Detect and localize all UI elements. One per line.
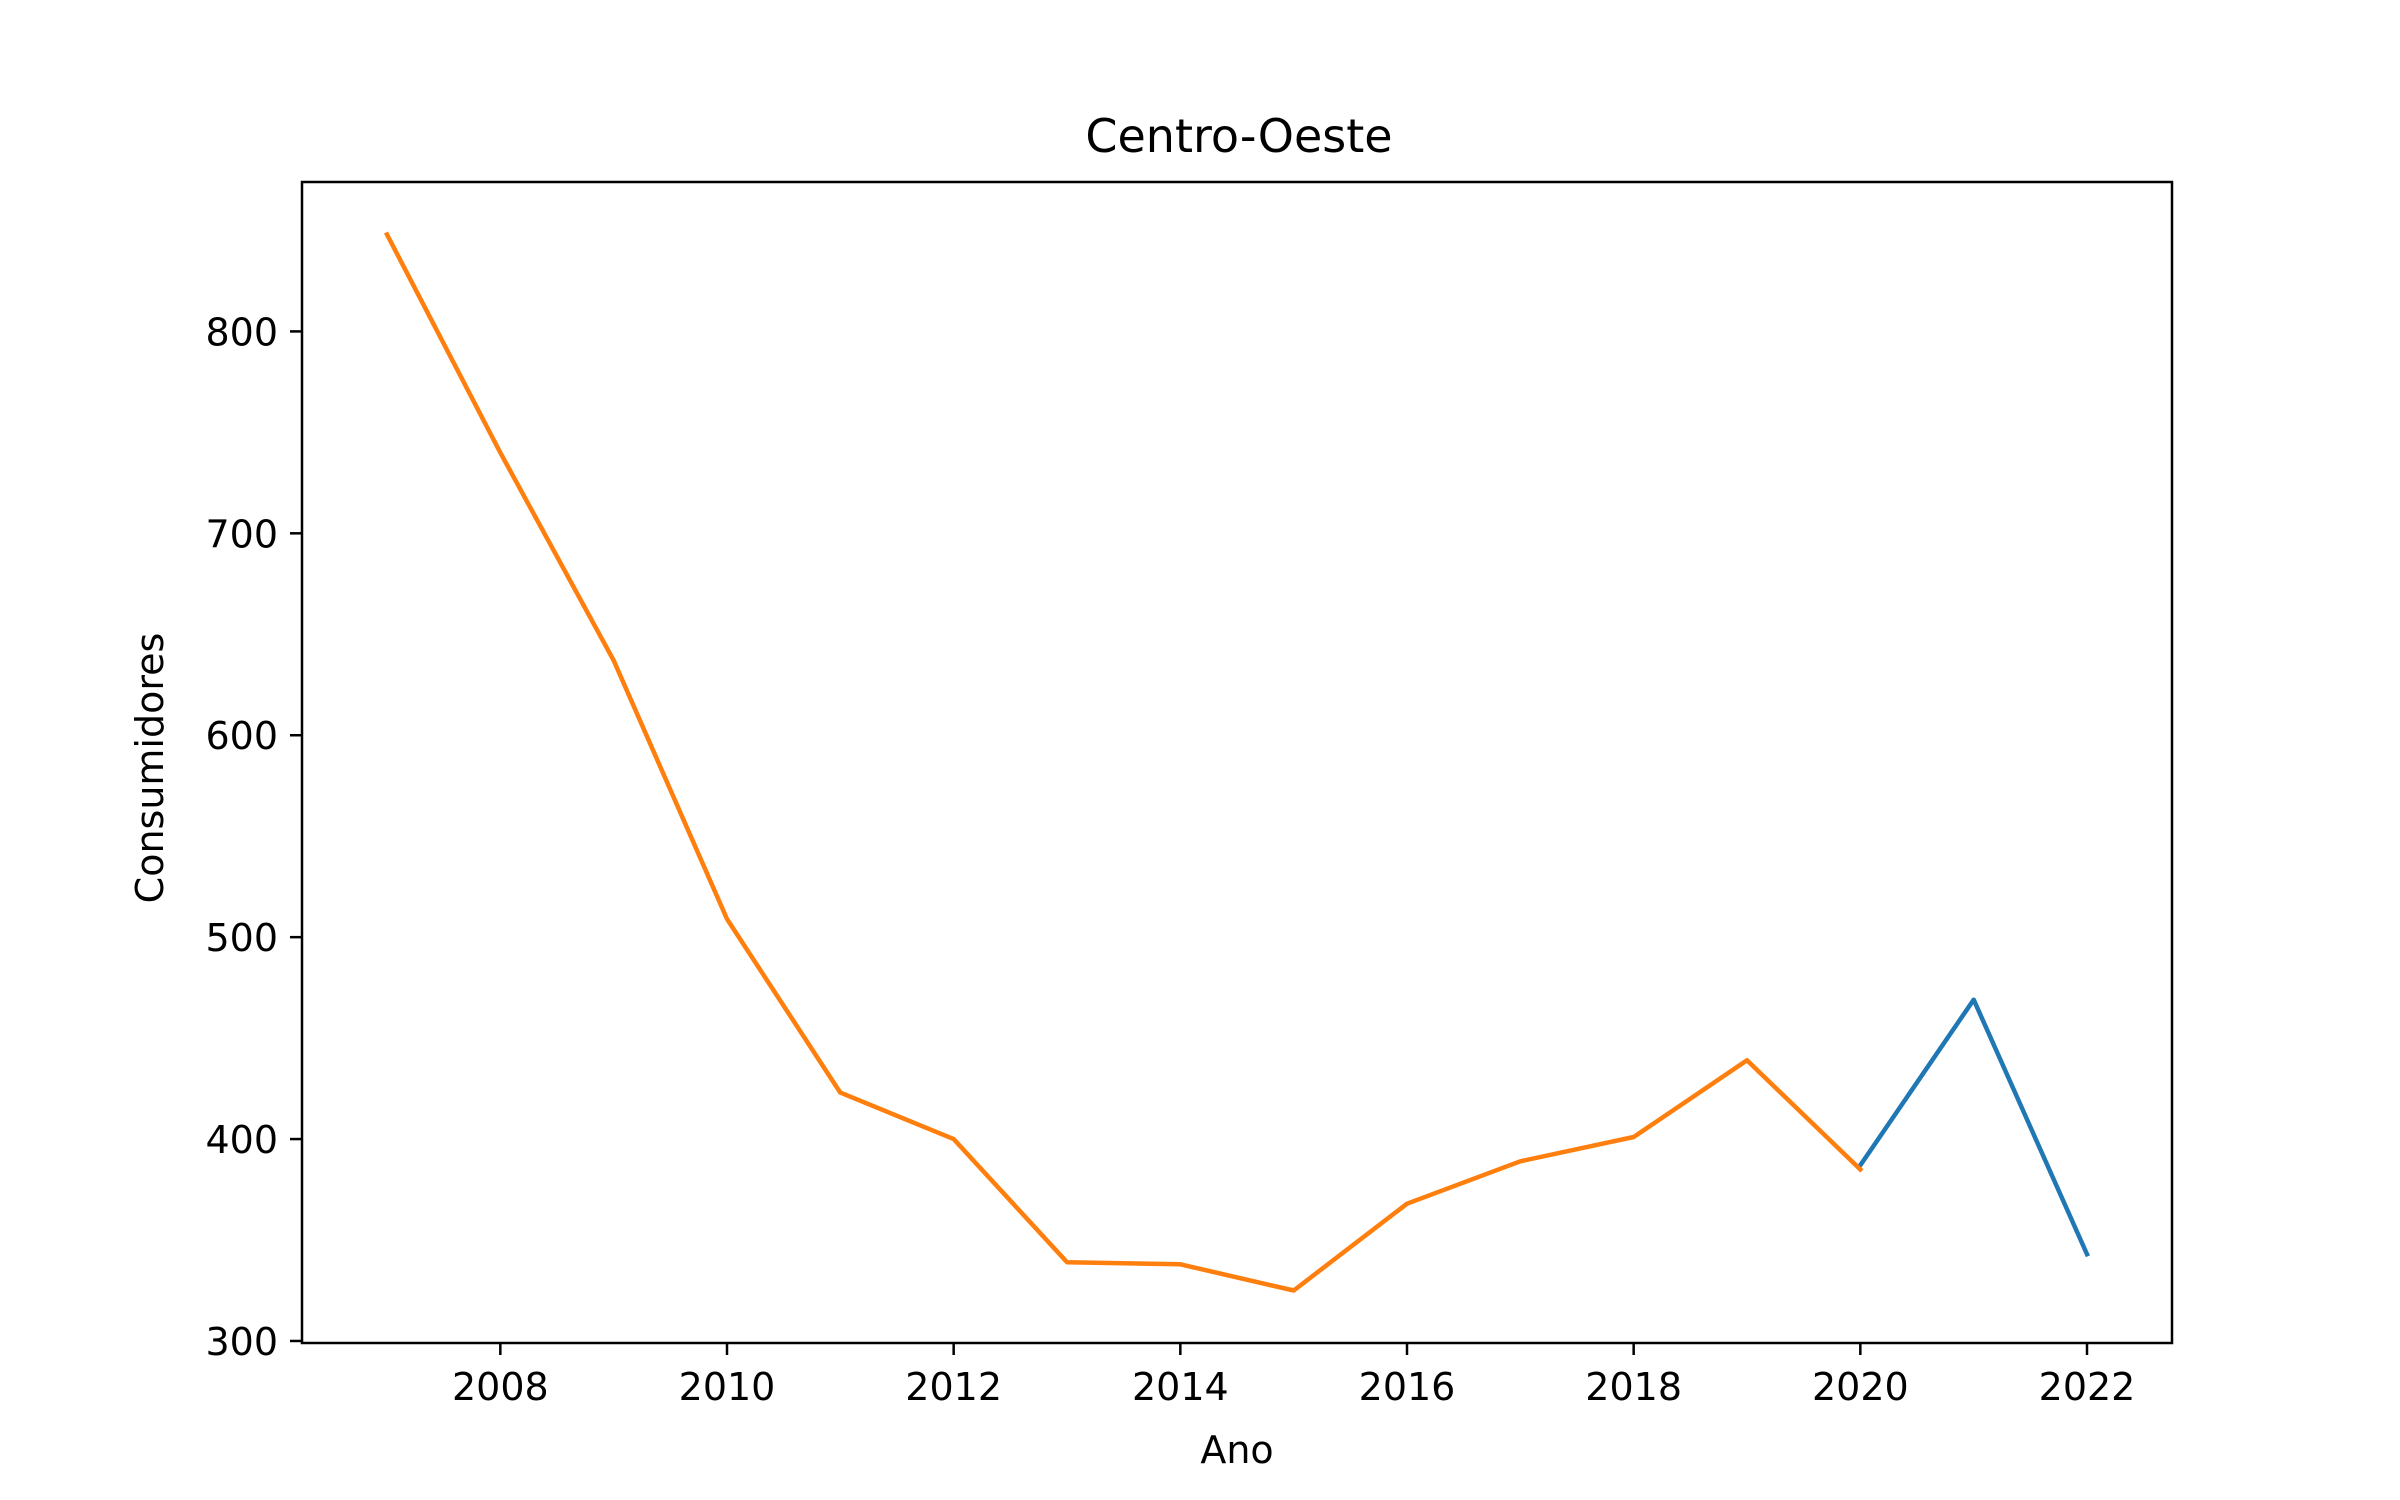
- x-tick-label: 2016: [1359, 1365, 1456, 1409]
- y-tick-label: 400: [205, 1118, 278, 1162]
- x-axis: 2008 2010 2012 2014 2016 2018 2020 2022: [452, 1343, 2135, 1409]
- y-axis-label: Consumidores: [128, 633, 172, 904]
- x-tick-label: 2020: [1812, 1365, 1909, 1409]
- chart-title: Centro-Oeste: [1085, 109, 1392, 163]
- x-tick-label: 2022: [2039, 1365, 2136, 1409]
- y-tick-label: 600: [205, 714, 278, 758]
- x-tick-label: 2010: [679, 1365, 776, 1409]
- y-tick-label: 300: [205, 1320, 278, 1364]
- x-tick-label: 2008: [452, 1365, 549, 1409]
- x-axis-label: Ano: [1200, 1428, 1273, 1472]
- y-tick-label: 800: [205, 310, 278, 354]
- x-tick-label: 2018: [1585, 1365, 1682, 1409]
- x-tick-label: 2014: [1132, 1365, 1229, 1409]
- series-line-0: [1857, 997, 2090, 1258]
- y-tick-label: 700: [205, 512, 278, 556]
- series-layer: [383, 231, 2090, 1293]
- x-tick-label: 2012: [905, 1365, 1002, 1409]
- y-axis: 300 400 500 600 700 800: [205, 310, 302, 1364]
- plot-frame: [300, 180, 2174, 1345]
- series-line-1: [383, 231, 1864, 1293]
- y-tick-label: 500: [205, 916, 278, 960]
